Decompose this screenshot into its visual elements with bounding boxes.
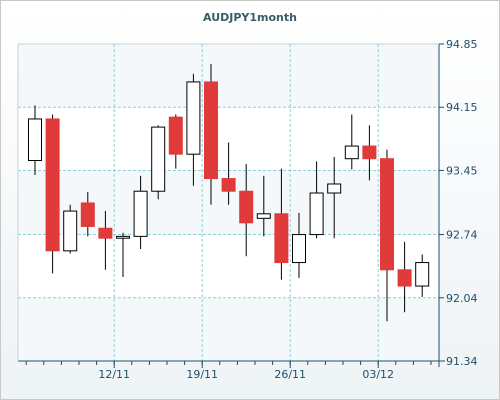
x-tick-label: 12/11 bbox=[98, 368, 130, 381]
candle-body-down bbox=[98, 227, 113, 239]
candle-body-up bbox=[344, 145, 359, 160]
candle bbox=[45, 114, 60, 274]
y-tick-label: 91.34 bbox=[446, 355, 478, 368]
candle-body-down bbox=[397, 269, 412, 287]
candle bbox=[239, 164, 254, 257]
candle bbox=[309, 161, 324, 239]
y-tick-label: 93.45 bbox=[446, 164, 478, 177]
candle-body-up bbox=[28, 118, 42, 162]
candle bbox=[327, 156, 342, 239]
candle bbox=[186, 73, 201, 186]
x-tick-label: 03/12 bbox=[362, 368, 394, 381]
x-axis: 12/11 19/11 26/11 03/12 bbox=[25, 361, 432, 381]
candle-body-down bbox=[45, 118, 60, 252]
candle-body-down bbox=[168, 116, 183, 155]
candle bbox=[204, 63, 218, 205]
candle-body-up bbox=[116, 235, 130, 239]
candles bbox=[28, 63, 430, 322]
candle bbox=[116, 232, 130, 278]
candle-body-down bbox=[362, 145, 377, 160]
candle bbox=[221, 142, 236, 205]
candle bbox=[63, 204, 78, 254]
candle bbox=[380, 149, 394, 322]
y-axis: 94.85 94.15 93.45 92.74 92.04 91.34 bbox=[439, 38, 478, 368]
candle bbox=[168, 114, 183, 169]
candle-body-down bbox=[80, 202, 95, 227]
y-tick-label: 94.15 bbox=[446, 101, 478, 114]
candle-body-up bbox=[256, 213, 271, 219]
candle-body-down bbox=[204, 81, 218, 180]
y-tick-label: 92.74 bbox=[446, 229, 478, 242]
plot-band bbox=[18, 234, 439, 298]
candle-body-up bbox=[186, 81, 201, 155]
candle bbox=[98, 211, 113, 270]
candle bbox=[151, 125, 166, 200]
chart-title: AUDJPY1month bbox=[203, 11, 297, 24]
candle bbox=[80, 192, 95, 237]
candle bbox=[274, 168, 289, 280]
y-tick-label: 94.85 bbox=[446, 38, 478, 51]
candle-body-up bbox=[133, 190, 148, 237]
axes bbox=[17, 43, 445, 367]
candle bbox=[256, 175, 271, 237]
candle bbox=[133, 175, 148, 250]
candle-body-up bbox=[63, 210, 78, 252]
candle-body-down bbox=[274, 213, 289, 264]
candle bbox=[28, 105, 42, 175]
candle-body-up bbox=[327, 183, 342, 194]
y-tick-label: 92.04 bbox=[446, 292, 478, 305]
candle-body-up bbox=[415, 262, 430, 287]
x-tick-label: 26/11 bbox=[274, 368, 306, 381]
candle bbox=[415, 254, 430, 297]
candle-body-up bbox=[151, 126, 166, 192]
candle bbox=[397, 241, 412, 313]
candle-body-up bbox=[292, 234, 306, 264]
candle bbox=[344, 114, 359, 170]
plot-bands bbox=[18, 107, 439, 298]
candle bbox=[362, 125, 377, 181]
candle-body-down bbox=[221, 178, 236, 192]
candle-body-down bbox=[239, 190, 254, 224]
candle-body-up bbox=[309, 192, 324, 236]
x-tick-label: 19/11 bbox=[186, 368, 218, 381]
candle-body-down bbox=[380, 158, 394, 271]
candle bbox=[292, 212, 306, 278]
